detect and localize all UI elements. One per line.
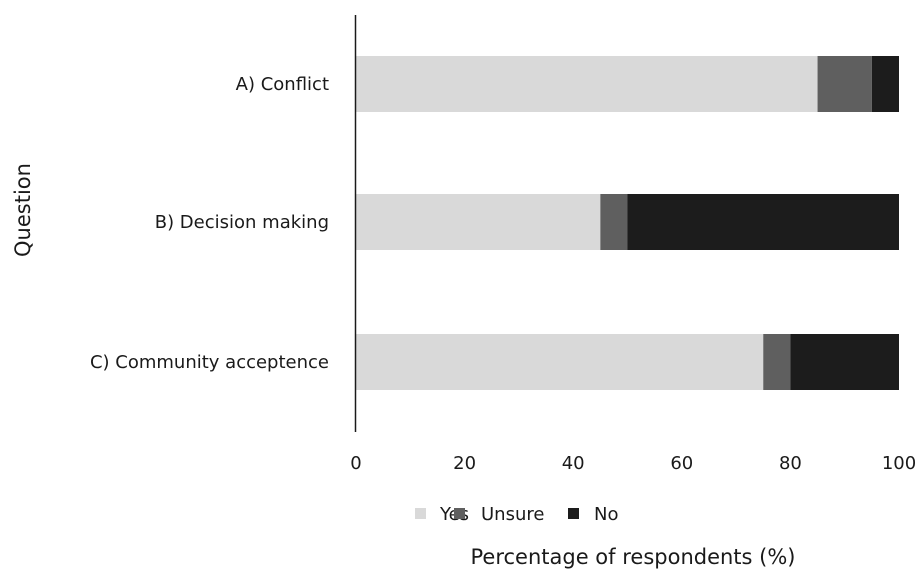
- x-tick-labels-group: 0 20 40 60 80 100: [350, 453, 916, 474]
- category-label-3: C) Community acceptence: [90, 352, 329, 373]
- bar-segment-yes-2: [356, 194, 601, 250]
- x-tick-label-40: 40: [562, 453, 585, 474]
- category-labels-group: A) Conflict B) Decision making C) Communit…: [90, 74, 329, 373]
- x-tick-label-80: 80: [779, 453, 802, 474]
- bar-segment-yes-1: [356, 56, 818, 112]
- category-label-1: A) Conflict: [236, 74, 329, 95]
- legend-swatch-no: [568, 508, 579, 519]
- bars-group: [356, 56, 899, 390]
- bar-segment-unsure-2: [600, 194, 628, 250]
- x-tick-label-0: 0: [350, 453, 361, 474]
- bar-segment-yes-3: [356, 334, 764, 390]
- x-axis-title: Percentage of respondents (%): [471, 545, 796, 569]
- legend-label-unsure: Unsure: [481, 504, 544, 525]
- category-label-2: B) Decision making: [155, 212, 329, 233]
- legend-swatch-yes: [415, 508, 426, 519]
- bar-segment-no-1: [871, 56, 899, 112]
- legend-label-no: No: [594, 504, 618, 525]
- y-axis-title: Question: [11, 163, 35, 257]
- bar-segment-unsure-1: [817, 56, 872, 112]
- legend-swatch-unsure: [454, 508, 465, 519]
- legend: YesUnsureNo: [415, 504, 618, 525]
- x-tick-label-100: 100: [882, 453, 916, 474]
- x-tick-label-60: 60: [670, 453, 693, 474]
- bar-segment-no-2: [627, 194, 899, 250]
- bar-segment-no-3: [790, 334, 899, 390]
- bar-segment-unsure-3: [763, 334, 791, 390]
- x-tick-label-20: 20: [453, 453, 476, 474]
